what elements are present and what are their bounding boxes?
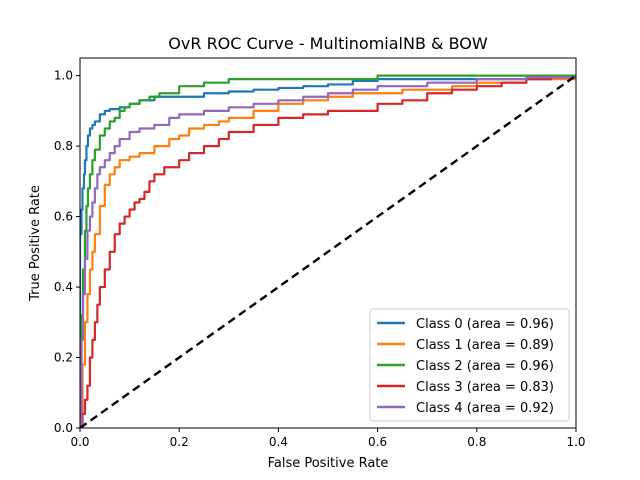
series-line-class-3 [80,75,576,428]
y-tick-label: 0.0 [54,421,73,435]
series-line-class-4 [80,75,576,428]
x-tick-label: 0.0 [70,435,89,449]
x-axis: 0.0 0.2 0.4 0.6 0.8 1.0 [70,428,586,449]
y-axis: 0.0 0.2 0.4 0.6 0.8 1.0 [54,69,80,435]
y-axis-label: True Positive Rate [28,185,43,302]
legend-label-class-4: Class 4 (area = 0.92) [416,401,554,416]
x-axis-label: False Positive Rate [268,456,389,471]
chart-title: OvR ROC Curve - MultinomialNB & BOW [168,34,488,53]
x-tick-label: 0.4 [269,435,288,449]
x-tick-label: 1.0 [566,435,585,449]
y-tick-label: 0.2 [54,351,73,365]
legend: Class 0 (area = 0.96) Class 1 (area = 0.8… [369,308,570,422]
plot-area [79,57,577,429]
series-layer [80,74,576,428]
plot-frame [79,57,577,429]
series-line-class-1 [80,75,576,428]
x-tick-label: 0.6 [368,435,387,449]
y-tick-label: 0.4 [54,280,73,294]
legend-label-class-2: Class 2 (area = 0.96) [416,359,554,374]
y-tick-label: 0.6 [54,210,73,224]
x-tick-label: 0.8 [467,435,486,449]
reference-diagonal-line [80,74,576,428]
legend-label-class-3: Class 3 (area = 0.83) [416,380,554,395]
legend-label-class-0: Class 0 (area = 0.96) [416,317,554,332]
legend-label-class-1: Class 1 (area = 0.89) [416,338,554,353]
x-tick-label: 0.2 [170,435,189,449]
series-line-class-2 [80,74,576,428]
legend-box [369,308,570,422]
y-tick-label: 1.0 [54,69,73,83]
y-tick-label: 0.8 [54,139,73,153]
